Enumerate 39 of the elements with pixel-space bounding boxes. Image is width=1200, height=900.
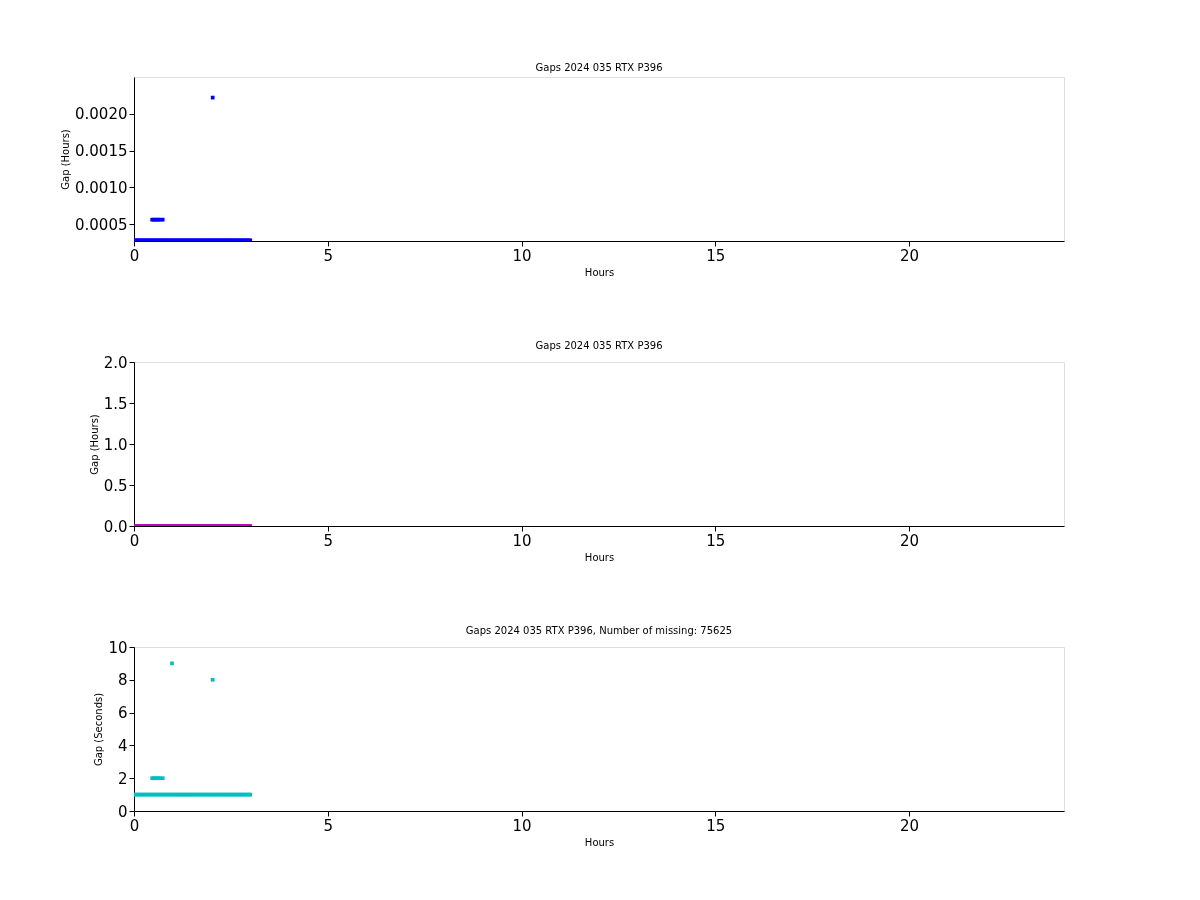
y-tick-label: 0.0015 <box>75 142 128 161</box>
x-tick-label: 5 <box>323 531 334 550</box>
y-tick-label: 1.0 <box>103 435 128 454</box>
x-tick-label: 10 <box>512 531 532 550</box>
chart-title: Gaps 2024 035 RTX P396 <box>535 340 663 351</box>
x-tick-label: 20 <box>899 816 920 835</box>
y-axis-title: Gap (Hours) <box>60 129 72 190</box>
y-tick-label: 2.0 <box>103 353 128 372</box>
y-tick-label: 1.5 <box>103 394 128 413</box>
x-tick-label: 10 <box>512 816 532 835</box>
y-tick-label: 4 <box>117 736 128 755</box>
y-tick-label: 2 <box>117 769 128 788</box>
chart-title: Gaps 2024 035 RTX P396 <box>535 62 663 73</box>
y-tick-label: 6 <box>117 704 128 723</box>
x-tick-label: 15 <box>706 246 726 265</box>
x-tick-label: 10 <box>512 246 532 265</box>
y-tick-label: 8 <box>117 671 128 690</box>
x-axis-title: Hours <box>584 551 615 563</box>
y-axis-title: Gap (Hours) <box>88 414 100 475</box>
y-tick-label: 0.0020 <box>75 105 128 124</box>
x-tick-label: 5 <box>323 246 334 265</box>
y-tick-label: 0.0005 <box>75 215 128 234</box>
x-tick-label: 0 <box>129 816 140 835</box>
y-tick-label: 0.0 <box>103 517 128 536</box>
y-tick-label: 0 <box>117 802 128 821</box>
x-axis-title: Hours <box>584 266 615 278</box>
x-tick-label: 20 <box>899 246 920 265</box>
x-axis-title: Hours <box>584 836 615 848</box>
x-tick-label: 15 <box>706 531 726 550</box>
y-axis-title: Gap (Seconds) <box>93 692 105 767</box>
y-tick-label: 0.0010 <box>75 178 128 197</box>
x-tick-label: 15 <box>706 816 726 835</box>
chart-title: Gaps 2024 035 RTX P396, Number of missing: 75625 <box>465 625 733 636</box>
x-tick-label: 5 <box>323 816 334 835</box>
y-tick-label: 10 <box>108 638 128 657</box>
x-tick-label: 0 <box>129 246 140 265</box>
x-tick-label: 20 <box>899 531 920 550</box>
y-tick-label: 0.5 <box>103 476 128 495</box>
x-tick-label: 0 <box>129 531 140 550</box>
